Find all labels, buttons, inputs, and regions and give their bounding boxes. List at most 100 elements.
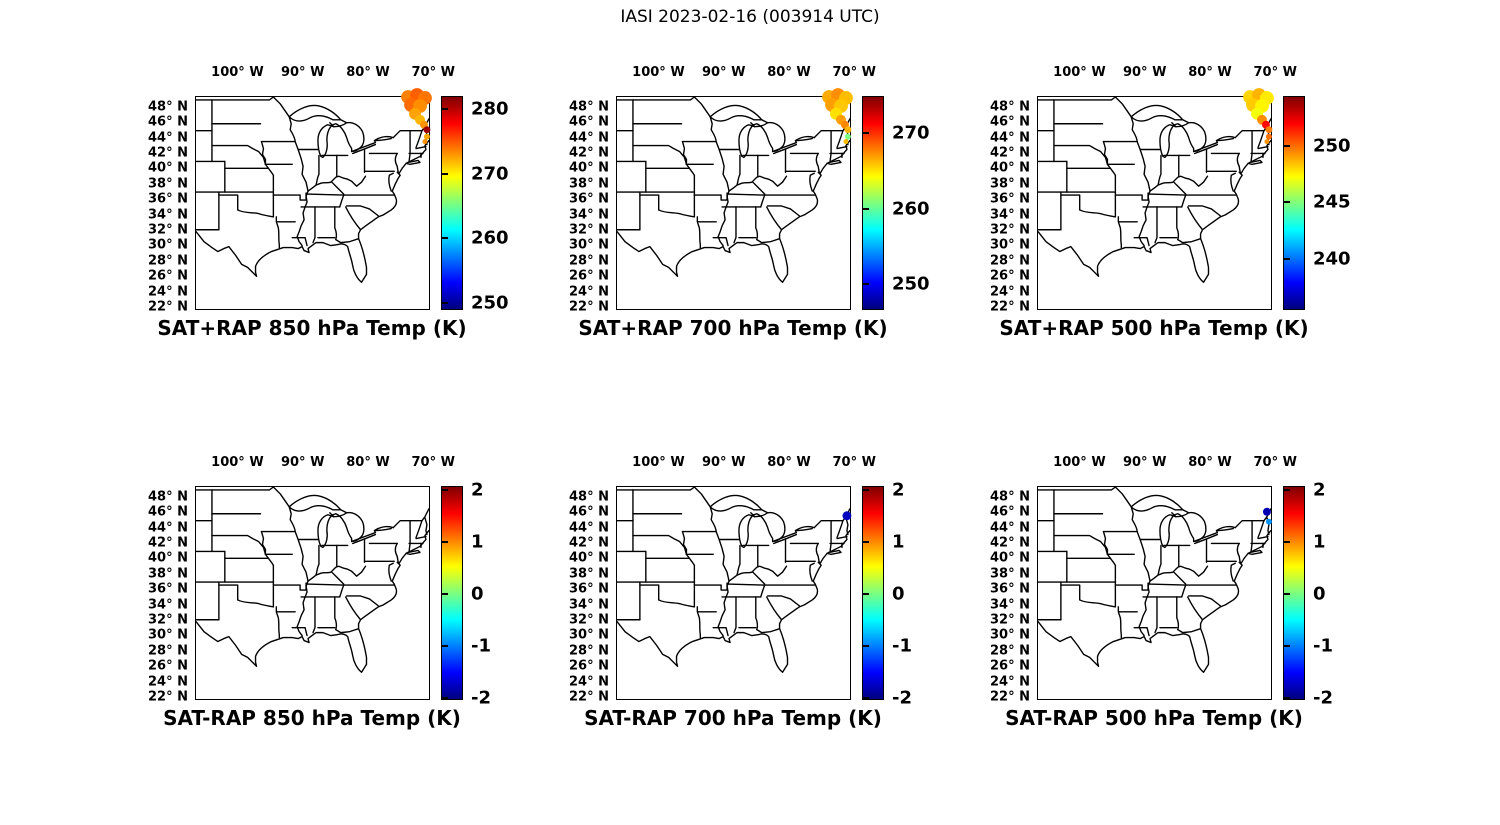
colorbar-tick-label: 1: [1313, 531, 1326, 553]
y-tick-label: 24° N: [990, 674, 1030, 690]
data-point: [1265, 133, 1272, 140]
x-tick-label: 70° W: [1253, 65, 1297, 80]
y-tick-label: 38° N: [148, 566, 188, 582]
y-tick-label: 46° N: [990, 504, 1030, 520]
y-tick-label: 38° N: [148, 176, 188, 192]
colorbar-tick-label: 2: [471, 479, 484, 501]
y-tick-label: 48° N: [569, 489, 609, 505]
colorbar-tick: [442, 488, 448, 491]
y-tick-label: 48° N: [148, 99, 188, 115]
y-tick-label: 48° N: [569, 99, 609, 115]
map-plot: [616, 88, 853, 310]
x-axis: 100° W 90° W 80° W 70° W: [195, 60, 455, 90]
y-tick-label: 46° N: [148, 114, 188, 130]
colorbar: 270 260 250: [862, 96, 930, 310]
colorbar-tick: [863, 645, 869, 648]
map-plot: [195, 486, 430, 700]
colorbar-tick-label: 1: [471, 531, 484, 553]
y-tick-label: 40° N: [569, 160, 609, 176]
colorbar-tick-label: 0: [892, 583, 905, 605]
y-tick-label: 26° N: [148, 658, 188, 674]
colorbar-tick: [1284, 540, 1290, 543]
us-state-boundaries: [1037, 96, 1272, 283]
y-tick-label: 32° N: [569, 222, 609, 238]
colorbar-tick-label: 270: [471, 163, 509, 185]
colorbar-tick-label: -1: [471, 635, 491, 657]
y-tick-label: 44° N: [990, 130, 1030, 146]
y-tick-label: 26° N: [569, 658, 609, 674]
data-point: [1262, 507, 1271, 516]
y-axis: 48° N 46° N 44° N 42° N 40° N 38° N 36° N 34° N…: [551, 96, 609, 314]
colorbar-tick: [442, 593, 448, 595]
y-tick-label: 48° N: [990, 99, 1030, 115]
us-state-boundaries: [195, 96, 430, 283]
x-tick-label: 100° W: [1053, 455, 1106, 470]
x-tick-label: 90° W: [280, 455, 325, 470]
colorbar-tick-label: 260: [892, 198, 930, 220]
y-tick-label: 38° N: [569, 176, 609, 192]
colorbar-tick-label: 2: [1313, 479, 1326, 501]
data-point: [844, 133, 851, 140]
panel-sat-minus-rap-500: 100° W 90° W 80° W 70° W 48° N 46° N 44° N 42° …: [972, 450, 1364, 742]
colorbar-gradient: [863, 97, 883, 309]
y-tick-label: 32° N: [148, 612, 188, 628]
y-tick-label: 32° N: [148, 222, 188, 238]
x-tick-label: 90° W: [280, 65, 325, 80]
x-tick-label: 100° W: [1053, 65, 1106, 80]
colorbar-tick-label: 0: [1313, 583, 1326, 605]
y-tick-label: 32° N: [990, 612, 1030, 628]
colorbar-tick-label: -1: [892, 635, 912, 657]
figure-title: IASI 2023-02-16 (003914 UTC): [620, 7, 880, 27]
y-tick-label: 40° N: [148, 550, 188, 566]
colorbar-tick-label: -2: [892, 687, 912, 709]
data-point: [844, 126, 852, 134]
x-tick-label: 70° W: [832, 65, 876, 80]
y-tick-label: 22° N: [148, 689, 188, 705]
y-tick-label: 28° N: [148, 253, 188, 269]
y-tick-label: 42° N: [148, 145, 188, 161]
y-tick-label: 26° N: [990, 268, 1030, 284]
y-tick-label: 44° N: [990, 520, 1030, 536]
colorbar-tick: [442, 172, 448, 175]
us-state-boundaries: [616, 486, 851, 673]
colorbar-tick: [442, 645, 448, 648]
x-tick-label: 80° W: [767, 455, 811, 470]
colorbar-tick-label: 250: [1313, 135, 1351, 157]
y-tick-label: 40° N: [569, 550, 609, 566]
colorbar-tick: [1284, 488, 1290, 491]
colorbar-tick-label: 250: [892, 273, 930, 295]
x-axis: 100° W 90° W 80° W 70° W: [616, 450, 876, 480]
panel-title: SAT+RAP 500 hPa Temp (K): [999, 316, 1309, 340]
x-tick-label: 70° W: [411, 455, 455, 470]
y-tick-label: 46° N: [148, 504, 188, 520]
map-canvas: [1037, 88, 1274, 283]
x-tick-label: 80° W: [346, 65, 390, 80]
y-tick-label: 28° N: [990, 643, 1030, 659]
y-tick-label: 48° N: [148, 489, 188, 505]
y-axis: 48° N 46° N 44° N 42° N 40° N 38° N 36° N 34° N…: [130, 486, 188, 704]
panel-title: SAT-RAP 850 hPa Temp (K): [163, 706, 461, 730]
x-tick-label: 90° W: [1122, 65, 1167, 80]
colorbar-tick-label: 240: [1313, 248, 1351, 270]
colorbar-tick-label: 2: [892, 479, 905, 501]
x-axis: 100° W 90° W 80° W 70° W: [616, 60, 876, 90]
y-tick-label: 28° N: [990, 253, 1030, 269]
y-tick-label: 38° N: [990, 566, 1030, 582]
x-tick-label: 80° W: [1188, 65, 1232, 80]
panel-sat-plus-rap-500: 100° W 90° W 80° W 70° W 48° N 46° N 44° N 42° …: [972, 60, 1364, 352]
y-tick-label: 42° N: [990, 145, 1030, 161]
colorbar-tick: [863, 593, 869, 595]
y-tick-label: 44° N: [569, 130, 609, 146]
colorbar-tick-label: 280: [471, 98, 509, 120]
x-tick-label: 70° W: [411, 65, 455, 80]
map-canvas: [1037, 486, 1272, 673]
y-tick-label: 36° N: [148, 191, 188, 207]
x-axis: 100° W 90° W 80° W 70° W: [195, 450, 455, 480]
y-tick-label: 30° N: [569, 627, 609, 643]
y-tick-label: 28° N: [569, 643, 609, 659]
colorbar: 2 1 0 -1 -2: [862, 479, 912, 709]
data-point: [1265, 518, 1272, 525]
colorbar-tick: [442, 302, 448, 305]
colorbar-tick: [1284, 144, 1290, 147]
y-tick-label: 42° N: [148, 535, 188, 551]
